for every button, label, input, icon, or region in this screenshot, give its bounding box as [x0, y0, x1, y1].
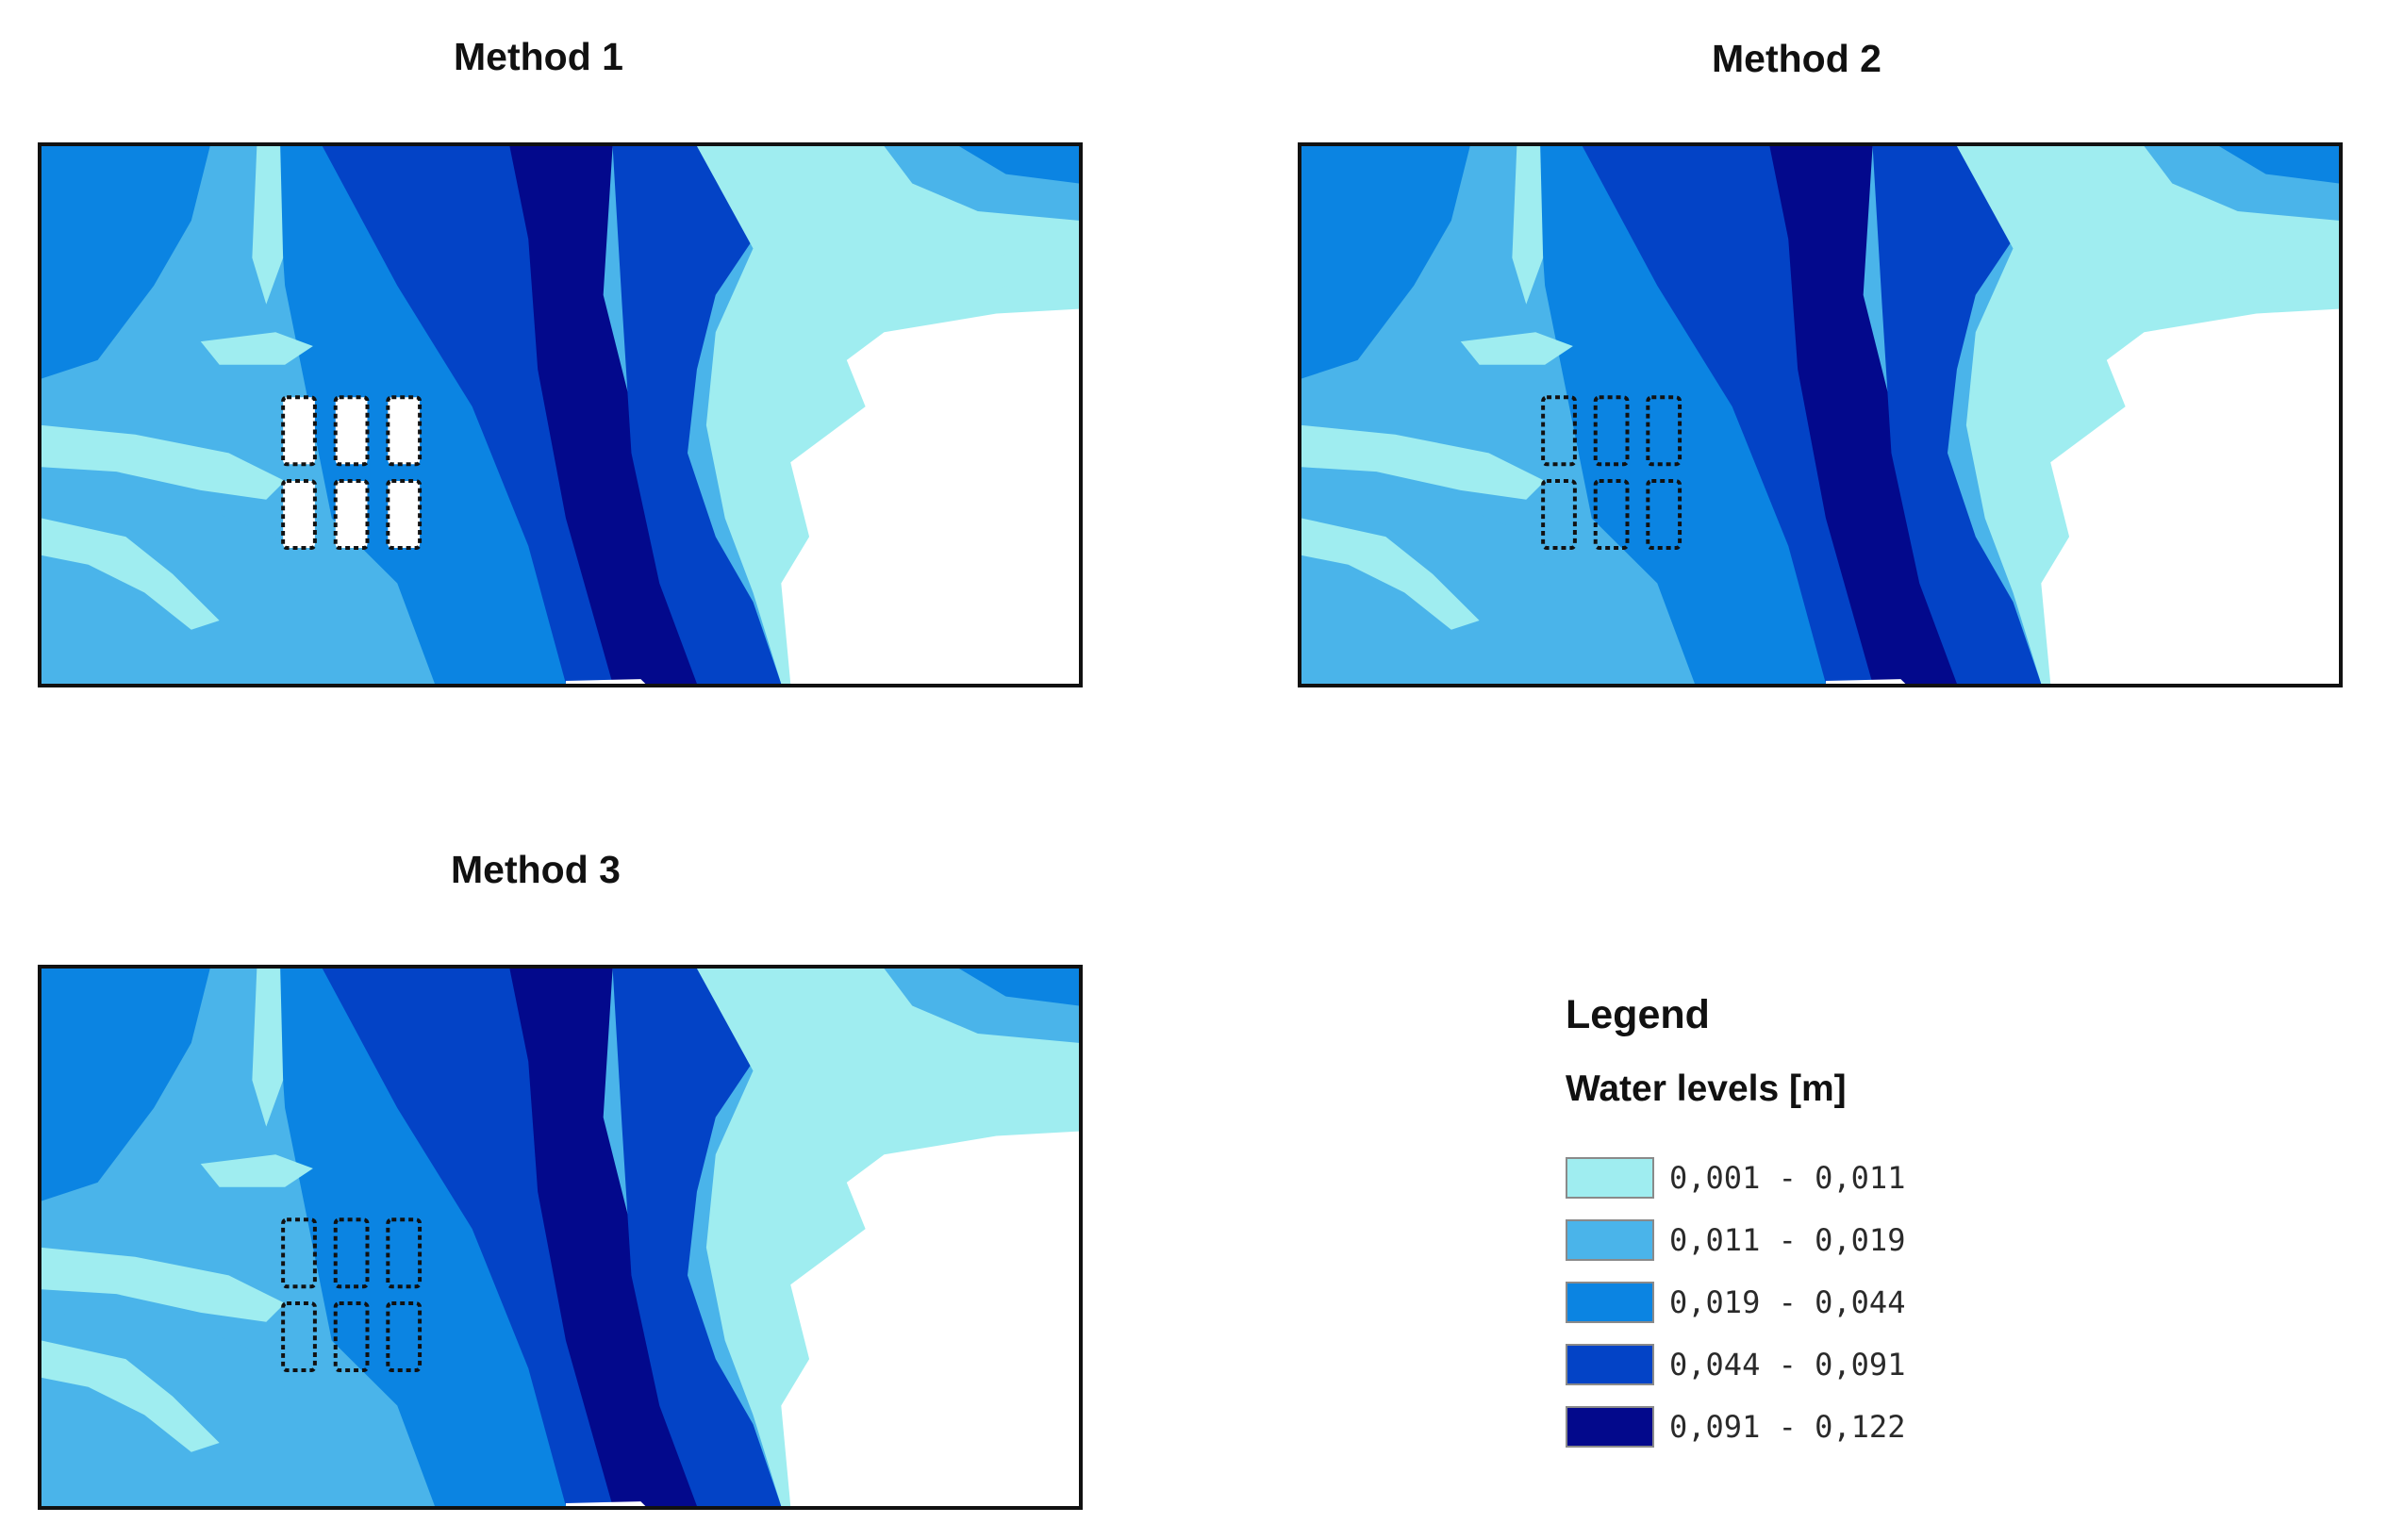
building-footprint — [333, 479, 370, 550]
dry-area — [781, 1131, 1079, 1506]
legend-label: 0,044 - 0,091 — [1669, 1347, 1906, 1383]
legend-swatch — [1566, 1406, 1654, 1448]
building-footprint — [281, 1301, 317, 1372]
map-legend: Legend Water levels [m] 0,001 - 0,011 0,… — [1566, 990, 2226, 1458]
water-level-map — [41, 146, 1079, 684]
dry-area — [781, 308, 1079, 684]
building-footprint — [333, 1301, 370, 1372]
dry-area — [2041, 308, 2339, 684]
water-level-map — [1301, 146, 2339, 684]
zone-0-001-0-011 — [958, 248, 1079, 295]
building-footprint — [1646, 479, 1683, 550]
building-footprint — [281, 479, 317, 550]
building-footprint — [1593, 395, 1630, 467]
building-footprint — [1593, 479, 1630, 550]
building-footprint — [386, 1301, 423, 1372]
map-panel-method-3 — [38, 965, 1083, 1510]
zone-0-019-0-044 — [41, 146, 210, 379]
building-footprint — [1646, 395, 1683, 467]
zone-0-001-0-011 — [1460, 332, 1573, 365]
legend-subtitle: Water levels [m] — [1566, 1068, 1847, 1109]
zone-0-044-0-091 — [612, 146, 782, 684]
zone-0-019-0-044 — [41, 969, 210, 1201]
zone-0-001-0-011 — [252, 146, 284, 305]
zone-0-001-0-011 — [200, 332, 313, 365]
legend-swatch — [1566, 1219, 1654, 1261]
building-footprint — [386, 395, 423, 467]
zone-0-019-0-044 — [2218, 146, 2339, 184]
zone-0-019-0-044 — [958, 146, 1079, 184]
zone-0-001-0-011 — [2218, 248, 2339, 295]
zone-0-001-0-011 — [1512, 146, 1544, 305]
legend-swatch — [1566, 1344, 1654, 1385]
legend-item: 0,019 - 0,044 — [1566, 1271, 2226, 1333]
legend-label: 0,001 - 0,011 — [1669, 1160, 1906, 1196]
zone-0-044-0-091 — [1872, 146, 2042, 684]
dry-area — [565, 679, 646, 684]
legend-swatch — [1566, 1282, 1654, 1323]
building-footprint — [1541, 395, 1577, 467]
zone-0-001-0-011 — [1301, 518, 1480, 630]
building-footprint — [1541, 479, 1577, 550]
panel-title-method-1: Method 1 — [454, 35, 623, 78]
legend-item: 0,044 - 0,091 — [1566, 1333, 2226, 1396]
zone-0-001-0-011 — [41, 518, 220, 630]
water-level-map — [41, 969, 1079, 1506]
zone-0-044-0-091 — [612, 969, 782, 1506]
zone-0-001-0-011 — [252, 969, 284, 1127]
dry-area — [565, 1501, 646, 1506]
zone-0-001-0-011 — [200, 1154, 313, 1187]
zone-0-019-0-044 — [958, 969, 1079, 1006]
building-footprint — [386, 479, 423, 550]
zone-0-001-0-011 — [41, 1340, 220, 1452]
building-footprint — [281, 395, 317, 467]
building-footprint — [333, 395, 370, 467]
legend-item: 0,011 - 0,019 — [1566, 1209, 2226, 1271]
zone-0-001-0-011 — [1301, 424, 1546, 500]
zone-0-001-0-011 — [958, 1070, 1079, 1118]
legend-swatch — [1566, 1157, 1654, 1199]
legend-item: 0,091 - 0,122 — [1566, 1396, 2226, 1458]
legend-label: 0,011 - 0,019 — [1669, 1222, 1906, 1258]
map-panel-method-2 — [1298, 142, 2343, 687]
zone-0-001-0-011 — [41, 1247, 286, 1322]
building-footprint — [333, 1217, 370, 1289]
building-footprint — [386, 1217, 423, 1289]
legend-label: 0,091 - 0,122 — [1669, 1409, 1906, 1445]
map-panel-method-1 — [38, 142, 1083, 687]
panel-title-method-2: Method 2 — [1712, 37, 1881, 80]
zone-0-019-0-044 — [1301, 146, 1470, 379]
legend-label: 0,019 - 0,044 — [1669, 1284, 1906, 1320]
dry-area — [1825, 679, 1906, 684]
legend-items: 0,001 - 0,011 0,011 - 0,019 0,019 - 0,04… — [1566, 1147, 2226, 1458]
legend-item: 0,001 - 0,011 — [1566, 1147, 2226, 1209]
building-footprint — [281, 1217, 317, 1289]
legend-title: Legend — [1566, 992, 1710, 1037]
zone-0-001-0-011 — [41, 424, 286, 500]
panel-title-method-3: Method 3 — [451, 848, 621, 891]
